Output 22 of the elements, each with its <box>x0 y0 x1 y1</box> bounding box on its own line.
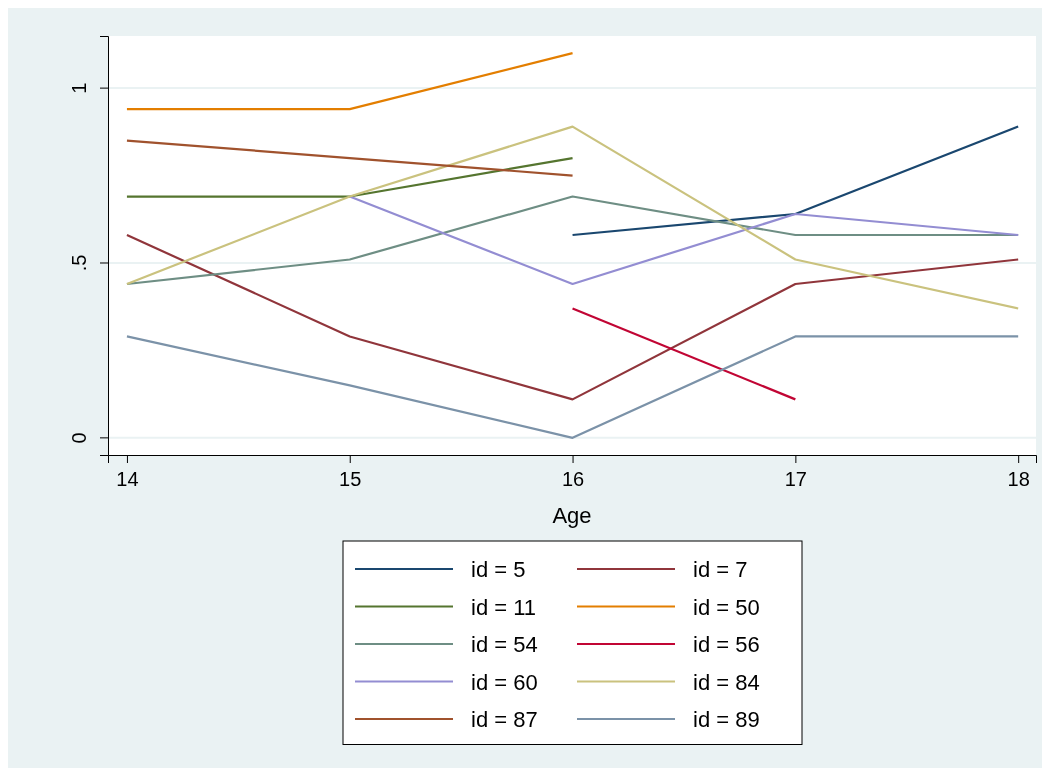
x-tick-label: 17 <box>784 468 807 490</box>
legend-label: id = 5 <box>471 557 526 582</box>
line-series <box>125 233 1020 401</box>
legend-label: id = 84 <box>693 669 760 695</box>
legend-label: id = 11 <box>471 594 537 620</box>
line-series <box>125 125 1020 310</box>
y-tick-label: 1 <box>68 82 90 94</box>
line-series <box>348 195 1020 286</box>
x-tick-label: 18 <box>1007 468 1030 490</box>
legend-label: id = 54 <box>471 632 538 657</box>
legend-label: id = 87 <box>471 707 538 732</box>
y-tick-label: .5 <box>68 254 90 272</box>
legend-label: id = 60 <box>471 669 538 695</box>
x-tick-label: 16 <box>561 468 585 490</box>
x-tick-label: 15 <box>339 468 362 490</box>
legend-label: id = 7 <box>693 557 748 582</box>
y-tick-label: 0 <box>68 432 90 444</box>
legend-label: id = 89 <box>693 707 760 732</box>
x-axis-title: Age <box>552 503 592 528</box>
legend-label: id = 56 <box>693 632 760 657</box>
legend-label: id = 50 <box>693 594 760 620</box>
x-tick-label: 14 <box>116 468 139 490</box>
